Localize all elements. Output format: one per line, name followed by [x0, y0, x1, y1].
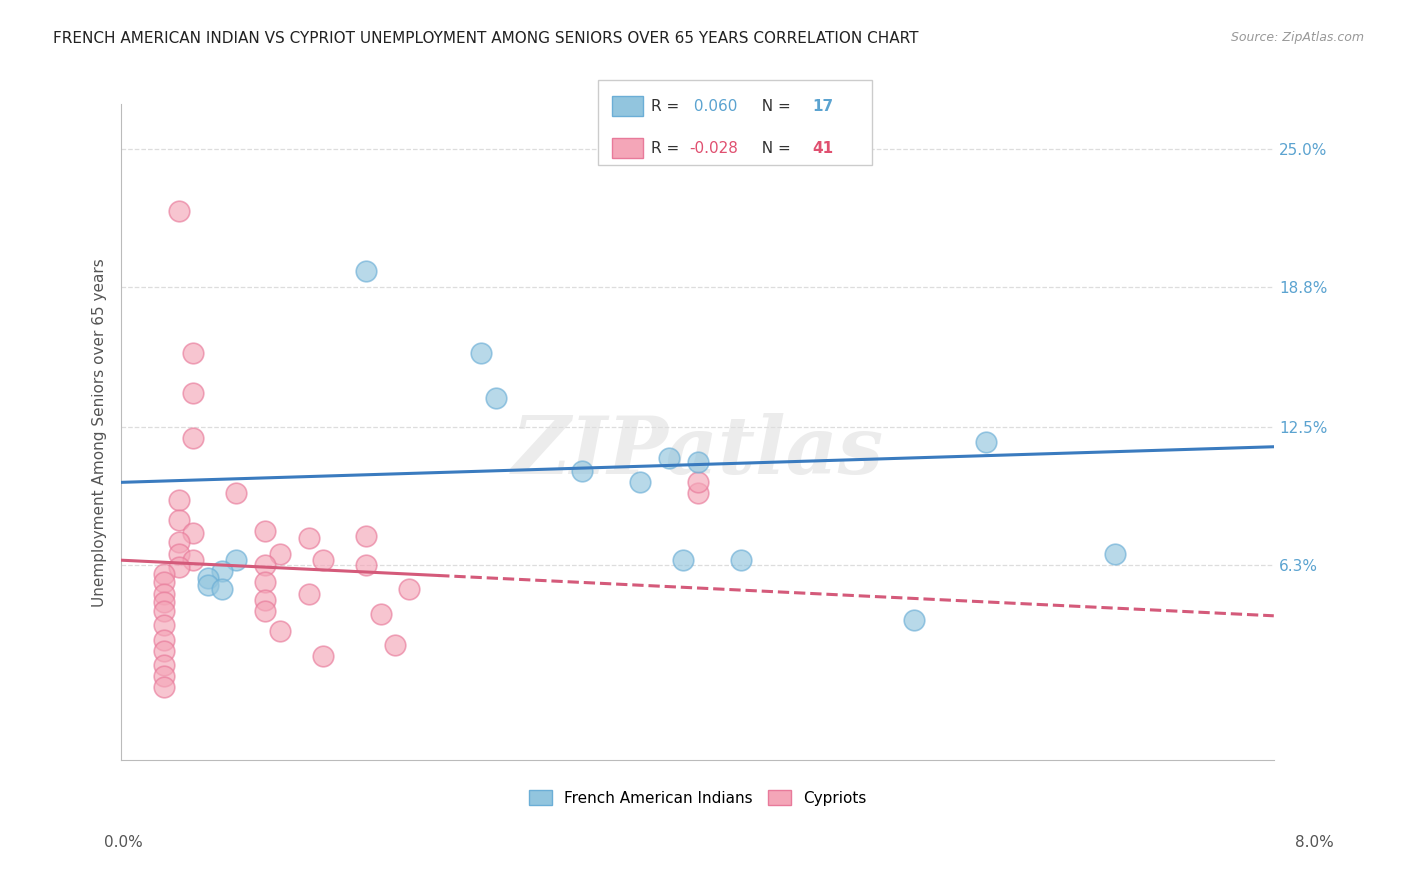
Point	[181, 386, 204, 401]
Point	[658, 450, 681, 465]
Text: R =: R =	[651, 99, 685, 113]
Point	[1104, 547, 1126, 561]
Text: Source: ZipAtlas.com: Source: ZipAtlas.com	[1230, 31, 1364, 45]
Text: 41: 41	[813, 141, 834, 155]
Point	[254, 524, 277, 539]
Text: 17: 17	[813, 99, 834, 113]
Point	[254, 575, 277, 590]
Text: -0.028: -0.028	[689, 141, 738, 155]
Point	[269, 624, 291, 639]
Point	[167, 513, 190, 527]
Point	[628, 475, 651, 490]
Point	[398, 582, 420, 596]
Text: N =: N =	[752, 141, 796, 155]
Point	[153, 644, 176, 658]
Text: 0.0%: 0.0%	[104, 836, 143, 850]
Point	[269, 547, 291, 561]
Point	[354, 529, 377, 543]
Point	[153, 575, 176, 590]
Point	[153, 680, 176, 694]
Point	[225, 486, 247, 500]
Point	[167, 559, 190, 574]
Point	[470, 346, 492, 360]
Y-axis label: Unemployment Among Seniors over 65 years: Unemployment Among Seniors over 65 years	[93, 258, 107, 607]
Text: 8.0%: 8.0%	[1295, 836, 1334, 850]
Text: ZIPatlas: ZIPatlas	[512, 413, 883, 491]
Text: N =: N =	[752, 99, 796, 113]
Point	[181, 526, 204, 541]
Point	[730, 553, 752, 567]
Point	[297, 531, 319, 545]
Point	[153, 617, 176, 632]
Point	[211, 582, 233, 596]
Point	[312, 648, 335, 663]
Point	[354, 558, 377, 572]
Point	[153, 586, 176, 600]
Text: FRENCH AMERICAN INDIAN VS CYPRIOT UNEMPLOYMENT AMONG SENIORS OVER 65 YEARS CORRE: FRENCH AMERICAN INDIAN VS CYPRIOT UNEMPL…	[53, 31, 920, 46]
Point	[485, 391, 508, 405]
Point	[686, 475, 709, 490]
Point	[211, 564, 233, 578]
Point	[672, 553, 695, 567]
Point	[153, 657, 176, 672]
Point	[903, 613, 925, 627]
Point	[254, 604, 277, 618]
Point	[167, 547, 190, 561]
Point	[197, 577, 219, 591]
Point	[354, 264, 377, 278]
Point	[370, 607, 392, 621]
Point	[153, 604, 176, 618]
Point	[225, 553, 247, 567]
Point	[312, 553, 335, 567]
Text: R =: R =	[651, 141, 685, 155]
Point	[167, 493, 190, 508]
Point	[686, 455, 709, 469]
Point	[153, 669, 176, 683]
Legend: French American Indians, Cypriots: French American Indians, Cypriots	[523, 783, 872, 812]
Point	[974, 435, 997, 450]
Point	[153, 595, 176, 609]
Point	[686, 486, 709, 500]
Point	[153, 566, 176, 581]
Point	[167, 204, 190, 219]
Point	[153, 633, 176, 648]
Point	[254, 593, 277, 607]
Point	[181, 431, 204, 445]
Point	[254, 558, 277, 572]
Text: 0.060: 0.060	[689, 99, 737, 113]
Point	[571, 464, 593, 478]
Point	[181, 553, 204, 567]
Point	[384, 638, 406, 652]
Point	[297, 586, 319, 600]
Point	[181, 346, 204, 360]
Point	[197, 571, 219, 585]
Point	[167, 535, 190, 549]
